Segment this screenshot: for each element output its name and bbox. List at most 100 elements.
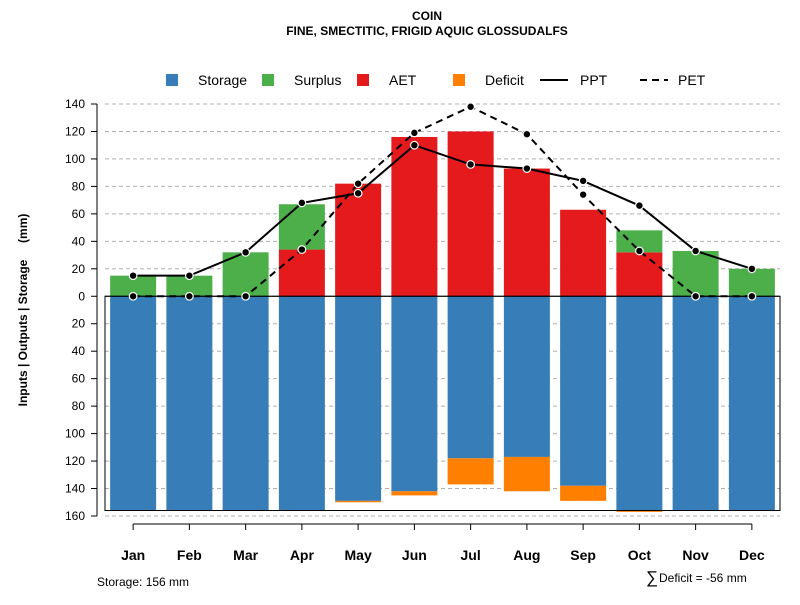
chart-title: COIN bbox=[412, 9, 442, 23]
x-tick-label-oct: Oct bbox=[628, 547, 652, 563]
y-tick-label: 140 bbox=[65, 482, 85, 496]
storage-bar-dec bbox=[728, 296, 775, 511]
x-tick-label-jan: Jan bbox=[121, 547, 145, 563]
ppt-point-aug bbox=[522, 164, 532, 173]
pet-point-jun bbox=[409, 128, 419, 138]
y-tick-label: 100 bbox=[65, 427, 85, 441]
storage-bar-may bbox=[335, 296, 382, 501]
legend-pet-label: PET bbox=[678, 72, 706, 88]
deficit-bar-aug bbox=[503, 456, 550, 492]
storage-bar-oct bbox=[616, 296, 663, 511]
y-tick-label: 140 bbox=[65, 97, 85, 111]
x-tick-label-aug: Aug bbox=[513, 547, 540, 563]
storage-bar-jun bbox=[391, 296, 438, 492]
surplus-bar-jan bbox=[110, 275, 157, 297]
surplus-bar-oct bbox=[616, 230, 663, 253]
pet-point-sep bbox=[578, 190, 588, 200]
pet-point-mar bbox=[241, 291, 251, 301]
aet-bar-jul bbox=[447, 131, 494, 297]
y-tick-label: 80 bbox=[72, 399, 86, 413]
legend: Storage Surplus AET Deficit PPT PET bbox=[166, 72, 706, 88]
storage-note: Storage: 156 mm bbox=[97, 575, 189, 589]
deficit-bar-sep bbox=[560, 485, 607, 501]
x-tick-label-sep: Sep bbox=[570, 547, 596, 563]
y-tick-label: 20 bbox=[72, 262, 86, 276]
ppt-point-mar bbox=[241, 247, 251, 257]
x-tick-label-mar: Mar bbox=[233, 547, 258, 563]
storage-bar-sep bbox=[560, 296, 607, 486]
aet-bar-sep bbox=[560, 209, 607, 297]
y-tick-label: 40 bbox=[72, 234, 86, 248]
deficit-sum-symbol: ∑ bbox=[646, 568, 658, 587]
x-tick-label-may: May bbox=[345, 547, 372, 563]
surplus-bar-dec bbox=[728, 268, 775, 297]
legend-storage-swatch bbox=[166, 74, 178, 86]
ppt-point-jul bbox=[466, 160, 476, 169]
surplus-bar-nov bbox=[672, 250, 719, 297]
deficit-bar-jul bbox=[447, 458, 494, 485]
y-tick-label: 80 bbox=[72, 179, 86, 193]
gridlines bbox=[105, 103, 780, 517]
legend-aet-label: AET bbox=[389, 72, 417, 88]
legend-aet-swatch bbox=[357, 74, 369, 86]
storage-bar-apr bbox=[278, 296, 325, 511]
x-tick-label-apr: Apr bbox=[290, 547, 315, 563]
ppt-point-apr bbox=[297, 198, 307, 208]
legend-ppt-label: PPT bbox=[580, 72, 608, 88]
y-tick-label: 40 bbox=[72, 344, 86, 358]
y-axis-label: Inputs | Outputs | Storage (mm) bbox=[16, 214, 30, 407]
chart-subtitle: FINE, SMECTITIC, FRIGID AQUIC GLOSSUDALF… bbox=[286, 24, 568, 38]
ppt-point-jun bbox=[409, 140, 419, 150]
x-tick-label-dec: Dec bbox=[739, 547, 765, 563]
bars bbox=[104, 131, 781, 512]
aet-bar-aug bbox=[503, 168, 550, 297]
legend-deficit-swatch bbox=[453, 74, 465, 86]
y-tick-label: 120 bbox=[65, 454, 85, 468]
ppt-point-oct bbox=[634, 201, 644, 211]
pet-point-dec bbox=[747, 291, 757, 301]
x-tick-label-jun: Jun bbox=[402, 547, 427, 563]
y-tick-label: 20 bbox=[72, 317, 86, 331]
x-tick-label-nov: Nov bbox=[682, 547, 709, 563]
pet-point-aug bbox=[522, 129, 532, 139]
pet-point-nov bbox=[691, 291, 701, 301]
surplus-bar-feb bbox=[166, 275, 213, 297]
storage-bar-mar bbox=[222, 296, 269, 511]
deficit-note: Deficit = -56 mm bbox=[659, 571, 747, 585]
pet-point-jul bbox=[466, 102, 476, 112]
x-tick-label-jul: Jul bbox=[461, 547, 481, 563]
storage-bar-jan bbox=[110, 296, 157, 511]
pet-point-apr bbox=[297, 245, 307, 254]
ppt-point-sep bbox=[578, 176, 588, 186]
x-tick-label-feb: Feb bbox=[177, 547, 202, 563]
legend-surplus-swatch bbox=[262, 74, 274, 86]
storage-bar-aug bbox=[503, 296, 550, 457]
series-lines bbox=[128, 102, 757, 301]
pet-point-jan bbox=[128, 291, 138, 301]
legend-surplus-label: Surplus bbox=[294, 72, 341, 88]
y-tick-label: 60 bbox=[72, 372, 86, 386]
aet-bar-may bbox=[335, 183, 382, 297]
x-axis: Jan Feb Mar Apr May Jun Jul Aug Sep Oct Nov Dec bbox=[121, 523, 765, 563]
legend-deficit-label: Deficit bbox=[485, 72, 524, 88]
deficit-bar-jun bbox=[391, 491, 438, 496]
ppt-point-jan bbox=[128, 271, 138, 281]
deficit-bar-oct bbox=[616, 510, 663, 512]
y-tick-label: 100 bbox=[65, 152, 85, 166]
y-tick-label: 120 bbox=[65, 124, 85, 138]
surplus-bar-apr bbox=[278, 204, 325, 250]
ppt-point-nov bbox=[691, 246, 701, 256]
y-tick-label: 160 bbox=[65, 509, 85, 523]
aet-bar-jun bbox=[391, 136, 438, 297]
ppt-point-dec bbox=[747, 264, 757, 274]
pet-point-oct bbox=[634, 246, 644, 256]
y-tick-label: 0 bbox=[78, 289, 85, 303]
storage-bar-nov bbox=[672, 296, 719, 511]
storage-bar-jul bbox=[447, 296, 494, 459]
aet-bar-oct bbox=[616, 252, 663, 297]
pet-point-feb bbox=[184, 291, 194, 301]
pet-point-may bbox=[353, 179, 363, 189]
storage-bar-feb bbox=[166, 296, 213, 511]
ppt-line bbox=[133, 144, 753, 277]
